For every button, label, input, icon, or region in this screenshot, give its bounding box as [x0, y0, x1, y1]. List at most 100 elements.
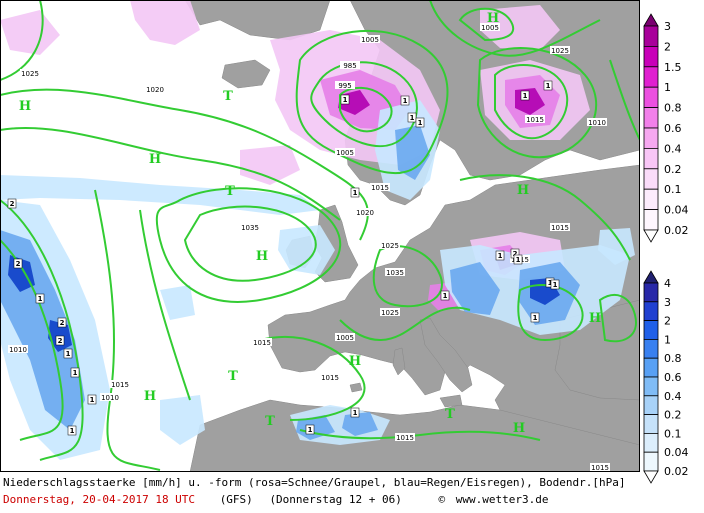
- low-pressure-marker: T: [223, 89, 233, 104]
- svg-text:1035: 1035: [241, 224, 259, 232]
- svg-text:995: 995: [338, 82, 351, 90]
- svg-text:1: 1: [353, 189, 358, 197]
- svg-text:1: 1: [403, 97, 408, 105]
- legend-snow-swatch: [643, 46, 659, 68]
- high-pressure-marker: H: [513, 421, 525, 436]
- land-greenland: [184, 0, 331, 41]
- isobar-label: 1010: [8, 345, 28, 354]
- cell-number: 1: [63, 348, 73, 359]
- legend-snow-tick: 2: [664, 40, 671, 53]
- land-sicily: [439, 394, 463, 408]
- legend-rain-tick: 0.02: [664, 465, 689, 478]
- svg-text:1005: 1005: [481, 24, 499, 32]
- svg-text:1: 1: [443, 292, 448, 300]
- legend-rain-swatch: [643, 395, 659, 416]
- isobar: [0, 0, 44, 81]
- legend-snow-swatch: [643, 209, 659, 231]
- cell-number: 1: [513, 254, 523, 265]
- legend-snow-tick: 1: [664, 81, 671, 94]
- isobar: [0, 126, 341, 221]
- cell-number: 1: [440, 290, 450, 301]
- legend-snow-bottom-arrow: [643, 229, 659, 243]
- legend-rain-tick: 0.04: [664, 446, 689, 459]
- isobar: [0, 239, 64, 441]
- svg-text:1: 1: [73, 369, 78, 377]
- legend-rain-swatch: [643, 451, 659, 472]
- svg-text:1: 1: [308, 426, 313, 434]
- svg-text:1: 1: [410, 114, 415, 122]
- land-balearics: [349, 382, 363, 393]
- legend-rain-swatch: [643, 376, 659, 397]
- svg-text:1025: 1025: [21, 70, 39, 78]
- cell-number: 1: [530, 312, 540, 323]
- caption-line-2: Donnerstag, 20-04-2017 18 UTC (GFS) (Don…: [3, 491, 639, 508]
- isobar-label: 1035: [240, 223, 260, 232]
- svg-text:1025: 1025: [551, 47, 569, 55]
- isobar-label: 1015: [525, 115, 545, 124]
- isobar: [339, 86, 393, 133]
- isobar: [609, 59, 640, 141]
- land-iceland: [221, 59, 271, 89]
- legend-snow-swatch: [643, 188, 659, 210]
- svg-text:1: 1: [66, 350, 71, 358]
- high-pressure-marker: H: [19, 99, 31, 114]
- legend-rain-bottom-arrow: [643, 470, 659, 484]
- high-pressure-marker: H: [349, 354, 361, 369]
- cell-number: 1: [87, 394, 97, 405]
- svg-text:1010: 1010: [101, 394, 119, 402]
- svg-text:1015: 1015: [111, 381, 129, 389]
- legend-snow-tick: 0.02: [664, 224, 689, 237]
- isobar-label: 1015: [110, 380, 130, 389]
- legend-snow-tick: 0.1: [664, 183, 682, 196]
- isobar: [459, 174, 631, 261]
- legend-snow-swatch: [643, 66, 659, 88]
- svg-text:2: 2: [60, 319, 65, 327]
- legend-rain-tick: 3: [664, 296, 671, 309]
- low-pressure-marker: T: [225, 184, 235, 199]
- isobar: [598, 294, 637, 343]
- isobar: [139, 209, 191, 401]
- legend-snow-tick: 0.2: [664, 163, 682, 176]
- svg-text:1: 1: [38, 295, 43, 303]
- svg-text:1: 1: [546, 82, 551, 90]
- site-link[interactable]: www.wetter3.de: [455, 493, 549, 506]
- svg-text:2: 2: [10, 200, 15, 208]
- isobar-label: 1010: [587, 118, 607, 127]
- isobar-label: 1005: [480, 23, 500, 32]
- precip-patch: [0, 10, 60, 55]
- legend-rain-swatch: [643, 414, 659, 434]
- pressure-centers: H H H H H H H H H T T T T T: [19, 11, 601, 436]
- isobar-label: 1015: [370, 183, 390, 192]
- svg-text:1015: 1015: [551, 224, 569, 232]
- legend-snow: 3 2 1.5 1 0.8 0.6 0.4 0.2 0.1 0.04 0.02: [643, 13, 689, 243]
- cell-number: 1: [543, 80, 553, 91]
- isobar-layer: [0, 0, 640, 471]
- isobar-label: 995: [335, 81, 355, 90]
- cell-number: 2: [13, 258, 23, 269]
- cell-number: 1: [407, 112, 417, 123]
- svg-text:1015: 1015: [321, 374, 339, 382]
- low-pressure-marker: T: [228, 369, 238, 384]
- svg-text:1: 1: [418, 119, 423, 127]
- svg-text:1015: 1015: [396, 434, 414, 442]
- legend-snow-swatch: [643, 25, 659, 47]
- precip-patch: [160, 285, 195, 320]
- cell-number: 1: [415, 117, 425, 128]
- precip-patch: [240, 145, 300, 185]
- cell-number: 1: [550, 279, 560, 290]
- legend-rain-swatch: [643, 282, 659, 303]
- weather-map: 1025 1020 1005 995 985 1005 1015 1020 1035 1015 10…: [0, 0, 640, 472]
- high-pressure-marker: H: [149, 152, 161, 167]
- svg-text:1: 1: [498, 252, 503, 260]
- svg-text:1: 1: [343, 96, 348, 104]
- isobar: [183, 205, 317, 282]
- isobar-label: 1015: [550, 223, 570, 232]
- caption: Niederschlagsstaerke [mm/h] u. -form (ro…: [3, 474, 639, 512]
- isobar: [310, 61, 418, 148]
- isobar-label: 1015: [395, 433, 415, 442]
- precip-patch: [395, 125, 430, 180]
- legend-rain: 4 3 2 1 0.8 0.6 0.4 0.2 0.1 0.04 0.02: [643, 270, 689, 484]
- isobar-label: 1025: [20, 69, 40, 78]
- isobar: [429, 0, 601, 57]
- precip-patch: [342, 412, 378, 436]
